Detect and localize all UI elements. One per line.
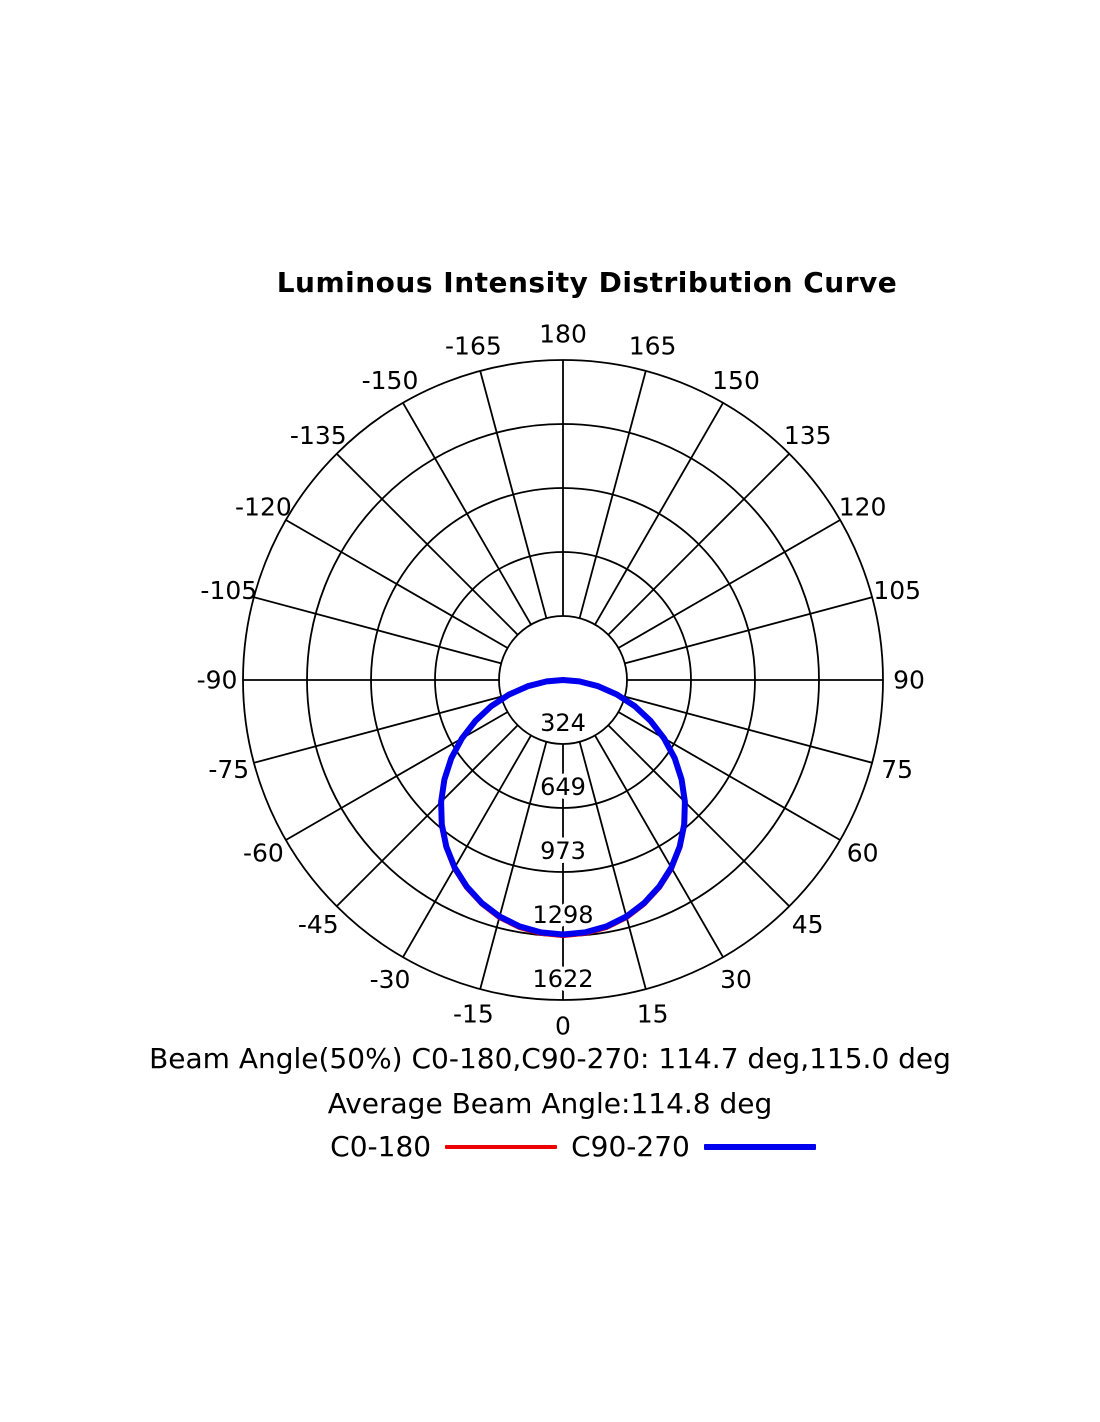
grid-spoke — [336, 453, 519, 636]
grid-spoke — [402, 402, 532, 626]
legend: C0-180 C90-270 — [0, 1130, 1100, 1163]
angle-tick-label: -90 — [197, 666, 238, 695]
grid-spoke — [624, 695, 873, 764]
angle-tick-label: 90 — [893, 666, 925, 695]
angle-tick-label: -150 — [362, 366, 419, 395]
curve-c90-270 — [438, 677, 688, 938]
radial-tick-label: 1622 — [532, 965, 593, 993]
angle-tick-label: -60 — [243, 839, 284, 868]
grid-spoke — [617, 711, 841, 841]
angle-tick-label: -120 — [235, 493, 292, 522]
grid-spoke — [479, 370, 548, 619]
beam-angle-text: Beam Angle(50%) C0-180,C90-270: 114.7 de… — [149, 1042, 951, 1075]
grid-spoke — [607, 724, 790, 907]
angle-tick-label: -105 — [200, 576, 257, 605]
polar-chart: 180 1651501351201059075604530150-15-30-45… — [197, 320, 925, 1041]
angle-tick-label: -30 — [370, 965, 411, 994]
angle-tick-label: -135 — [290, 421, 347, 450]
angle-tick-label: 150 — [712, 366, 760, 395]
angle-tick-label: 105 — [873, 576, 921, 605]
angle-tick-label: -45 — [298, 910, 339, 939]
angle-tick-label: 0 — [555, 1012, 571, 1041]
radial-tick-label: 973 — [540, 837, 586, 865]
grid-spoke — [285, 711, 509, 841]
angle-tick-label: -15 — [453, 1000, 494, 1029]
angle-tick-label: -165 — [445, 331, 502, 360]
angle-tick-label: 60 — [847, 839, 879, 868]
radial-tick-label: 1298 — [532, 901, 593, 929]
grid-spoke — [578, 370, 647, 619]
angle-tick-label: 120 — [839, 493, 887, 522]
average-beam-angle-text: Average Beam Angle:114.8 deg — [327, 1087, 773, 1120]
grid-spoke — [607, 453, 790, 636]
angle-tick-label: 30 — [720, 965, 752, 994]
legend-label-c0-180: C0-180 — [330, 1130, 432, 1163]
angle-tick-label: 45 — [792, 910, 824, 939]
angle-tick-label: 75 — [881, 755, 913, 784]
grid-spoke — [594, 402, 724, 626]
grid-spoke — [578, 741, 647, 990]
radial-tick-label: 649 — [540, 773, 586, 801]
grid-spoke — [594, 734, 724, 958]
angle-tick-label: 180 — [539, 320, 587, 349]
grid-spoke — [479, 741, 548, 990]
legend-label-c90-270: C90-270 — [571, 1130, 690, 1163]
grid-spoke — [336, 724, 519, 907]
radial-tick-label: 324 — [540, 709, 586, 737]
angle-tick-label: 15 — [637, 1000, 669, 1029]
chart-title: Luminous Intensity Distribution Curve — [276, 266, 898, 299]
grid-spoke — [253, 695, 502, 764]
legend-line-c0-180 — [445, 1144, 558, 1149]
angle-tick-label: -75 — [208, 755, 249, 784]
angle-tick-label: 165 — [629, 331, 677, 360]
grid-spoke — [285, 519, 509, 649]
legend-line-c90-270 — [703, 1143, 816, 1150]
grid-spoke — [624, 596, 873, 665]
angle-tick-label: 135 — [784, 421, 832, 450]
grid-spoke — [617, 519, 841, 649]
chart-footer: Beam Angle(50%) C0-180,C90-270: 114.7 de… — [0, 1042, 1100, 1163]
grid-spoke — [402, 734, 532, 958]
grid-spoke — [253, 596, 502, 665]
